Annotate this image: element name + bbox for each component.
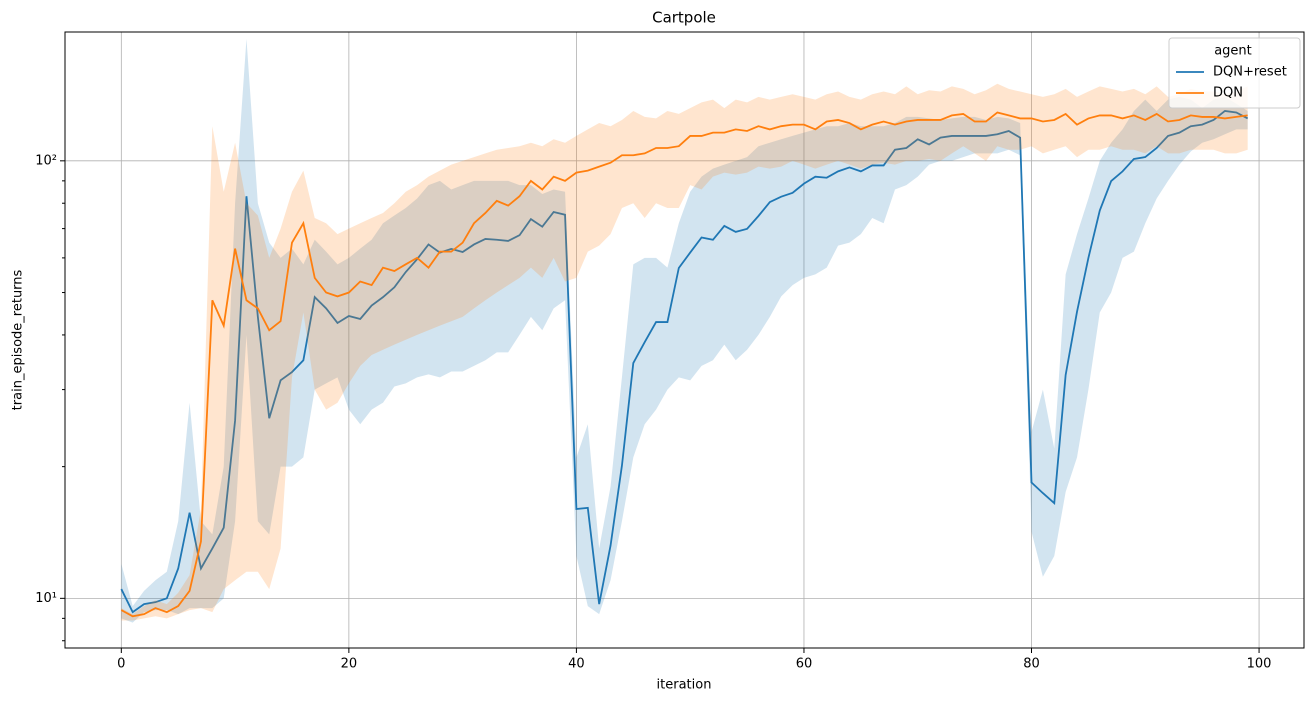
legend-label: DQN+reset: [1213, 65, 1287, 80]
legend-box: [1168, 37, 1301, 109]
chart-title: Cartpole: [652, 9, 716, 27]
y-tick-label: 10¹: [35, 591, 57, 606]
series-line: [120, 111, 1248, 618]
y-axis-label: train_episode_returns: [11, 269, 26, 410]
x-tick-label: 20: [341, 657, 358, 672]
x-tick-label: 100: [1247, 657, 1272, 672]
plot-area: [120, 38, 1249, 623]
x-tick-label: 0: [117, 657, 125, 672]
series-line: [120, 110, 1249, 614]
legend-label: DQN: [1213, 86, 1243, 101]
confidence-band: [121, 38, 1248, 623]
x-axis-label: iteration: [657, 678, 712, 693]
x-tick-label: 40: [568, 657, 585, 672]
x-tick-label: 60: [796, 657, 813, 672]
x-tick-label: 80: [1023, 657, 1040, 672]
legend-title: agent: [1214, 44, 1252, 59]
confidence-band: [121, 83, 1248, 621]
plot-frame: [64, 31, 1305, 649]
y-tick-label: 10²: [35, 153, 57, 168]
